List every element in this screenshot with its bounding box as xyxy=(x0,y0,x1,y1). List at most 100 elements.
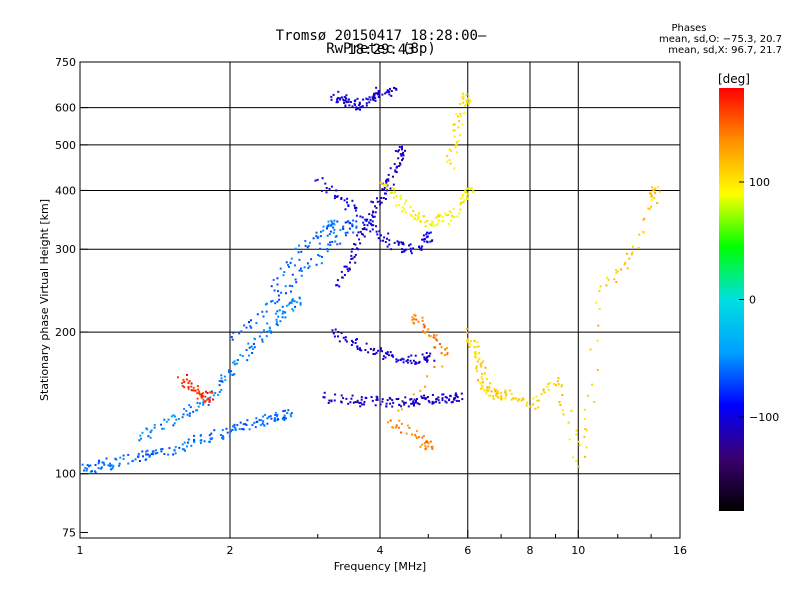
data-point xyxy=(300,250,303,253)
data-point xyxy=(558,401,561,404)
data-point xyxy=(481,373,483,375)
data-point xyxy=(276,413,279,416)
data-point xyxy=(182,378,185,381)
data-point xyxy=(441,397,444,400)
data-point xyxy=(300,270,303,272)
data-point xyxy=(476,370,479,373)
data-point xyxy=(339,97,342,100)
data-point xyxy=(400,408,403,411)
data-point xyxy=(239,354,242,356)
data-point xyxy=(441,215,444,218)
data-point xyxy=(381,398,384,401)
data-point xyxy=(221,436,224,439)
data-point xyxy=(254,426,257,429)
data-point xyxy=(280,291,283,294)
data-point xyxy=(340,270,343,273)
data-point xyxy=(287,303,290,306)
data-point xyxy=(222,437,225,440)
data-point xyxy=(389,87,391,90)
data-point xyxy=(333,223,336,226)
data-point xyxy=(462,95,465,98)
data-point xyxy=(263,329,265,332)
data-point xyxy=(381,93,384,96)
data-point xyxy=(283,311,286,313)
data-point xyxy=(401,145,403,148)
data-point xyxy=(347,220,350,223)
data-point xyxy=(198,392,201,395)
data-point xyxy=(310,258,313,261)
data-point xyxy=(137,452,140,455)
data-point xyxy=(404,396,407,399)
data-point xyxy=(388,243,391,246)
data-point xyxy=(285,261,288,264)
data-point xyxy=(445,347,448,350)
data-point xyxy=(372,216,375,218)
data-point xyxy=(650,205,653,208)
data-point xyxy=(276,415,278,418)
data-point xyxy=(203,440,206,443)
data-point xyxy=(281,312,284,315)
data-point xyxy=(454,144,457,147)
data-point xyxy=(466,192,469,195)
data-point xyxy=(423,394,426,397)
data-point xyxy=(512,397,515,400)
data-point xyxy=(194,389,197,392)
data-point xyxy=(222,436,225,439)
data-point xyxy=(335,101,338,104)
data-point xyxy=(168,447,171,450)
data-point xyxy=(374,211,377,214)
data-point xyxy=(262,415,265,418)
data-point xyxy=(399,359,402,361)
data-point xyxy=(419,220,422,223)
data-point xyxy=(345,100,348,103)
data-point xyxy=(358,101,361,104)
data-point xyxy=(521,397,524,400)
data-point xyxy=(454,146,457,149)
data-point xyxy=(381,350,384,353)
data-point xyxy=(454,396,457,399)
data-point xyxy=(149,454,152,457)
data-point xyxy=(334,236,337,238)
data-point xyxy=(277,290,279,293)
data-point xyxy=(568,438,571,441)
data-point xyxy=(323,391,326,394)
data-point xyxy=(353,204,356,207)
data-point xyxy=(467,102,470,105)
data-point xyxy=(173,422,176,425)
data-point xyxy=(404,401,407,404)
data-point xyxy=(350,344,353,346)
data-point xyxy=(414,354,417,357)
data-point xyxy=(380,197,383,199)
data-point xyxy=(284,409,286,412)
chart-subtitle: RwPretec (8p) xyxy=(326,41,436,57)
data-point xyxy=(365,219,368,222)
data-point xyxy=(260,419,263,422)
data-point xyxy=(425,352,428,354)
data-point xyxy=(332,231,335,234)
data-point xyxy=(327,243,330,246)
data-point xyxy=(266,417,269,420)
data-point xyxy=(362,221,365,224)
data-point xyxy=(371,228,374,231)
data-point xyxy=(477,345,480,348)
data-point xyxy=(439,214,442,217)
data-point xyxy=(397,150,399,153)
data-point xyxy=(401,242,404,245)
data-point xyxy=(410,362,413,365)
data-point xyxy=(376,200,379,203)
data-point xyxy=(421,316,424,319)
data-point xyxy=(359,405,362,408)
data-point xyxy=(181,385,184,387)
data-point xyxy=(276,324,279,327)
data-point xyxy=(294,264,296,267)
data-point xyxy=(417,320,420,323)
data-point xyxy=(500,392,503,395)
data-point xyxy=(426,235,429,238)
data-point xyxy=(425,357,428,360)
data-point xyxy=(193,441,196,444)
data-point xyxy=(452,123,455,126)
data-point xyxy=(425,236,428,239)
data-point xyxy=(315,263,318,266)
data-point xyxy=(369,219,372,221)
data-point xyxy=(373,347,376,350)
